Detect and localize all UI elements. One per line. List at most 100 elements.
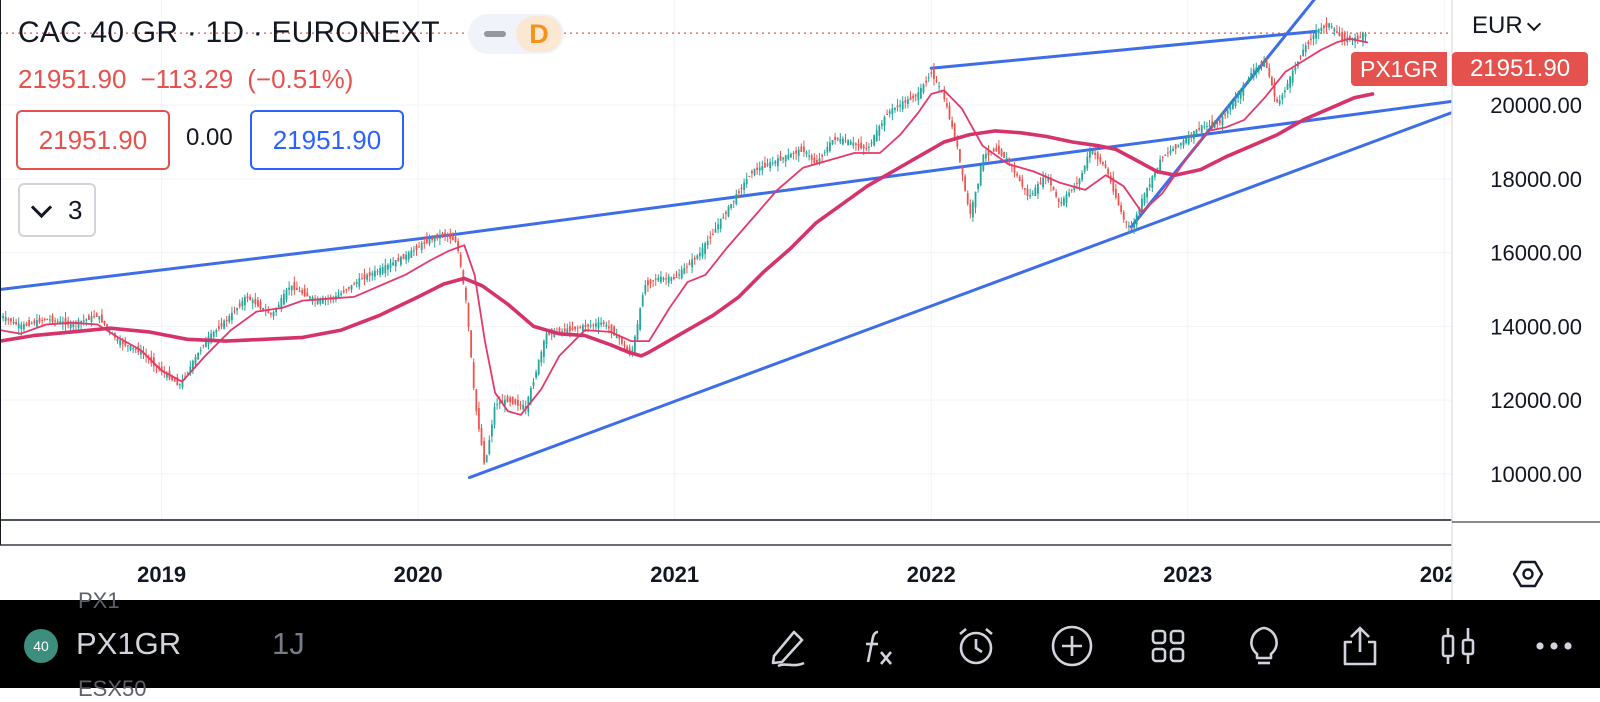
candle-body bbox=[639, 308, 642, 330]
candle-body bbox=[961, 166, 964, 175]
candle-body bbox=[1086, 156, 1089, 169]
symbol-title[interactable]: CAC 40 GR · 1D · EURONEXT bbox=[18, 16, 440, 49]
add-button[interactable] bbox=[1048, 622, 1096, 670]
candle-body bbox=[1039, 182, 1042, 185]
candle-body bbox=[779, 156, 782, 161]
currency-selector[interactable]: EUR bbox=[1472, 12, 1541, 40]
candle-body bbox=[875, 130, 878, 142]
candle-body bbox=[769, 162, 772, 169]
candle-body bbox=[1057, 199, 1060, 202]
candle-body bbox=[410, 250, 413, 258]
candle-body bbox=[1034, 187, 1037, 197]
share-button[interactable] bbox=[1336, 622, 1384, 670]
candle-body bbox=[1195, 129, 1198, 136]
layout-button[interactable] bbox=[1144, 622, 1192, 670]
candle-body bbox=[493, 406, 496, 425]
candle-body bbox=[1122, 211, 1125, 220]
candle-body bbox=[415, 245, 418, 250]
candle-body bbox=[1237, 96, 1240, 98]
candle-body bbox=[946, 103, 948, 107]
candle-body bbox=[59, 321, 62, 325]
chart-type-button[interactable] bbox=[1434, 622, 1482, 670]
candle-body bbox=[270, 313, 272, 315]
candle-body bbox=[693, 257, 696, 260]
symbol-name[interactable]: PX1GR bbox=[76, 626, 182, 661]
drawing-tool-button[interactable] bbox=[764, 622, 812, 670]
candle-body bbox=[899, 104, 902, 107]
ideas-button[interactable] bbox=[1240, 622, 1288, 670]
candle-body bbox=[262, 307, 265, 310]
candle-body bbox=[753, 168, 756, 176]
candle-body bbox=[2, 316, 5, 319]
candle-body bbox=[1135, 214, 1138, 225]
trendlines[interactable] bbox=[0, 0, 1452, 480]
candle-body bbox=[353, 283, 356, 285]
trendline[interactable] bbox=[0, 232, 459, 292]
candle-body bbox=[134, 348, 137, 350]
candle-body bbox=[943, 91, 946, 100]
candle-body bbox=[376, 271, 379, 273]
candle-body bbox=[597, 322, 600, 328]
candle-body bbox=[363, 273, 366, 279]
candle-body bbox=[665, 278, 668, 280]
candle-body bbox=[101, 314, 103, 323]
candle-body bbox=[1065, 194, 1068, 203]
candle-body bbox=[678, 274, 681, 276]
candle-body bbox=[124, 341, 127, 346]
candle-body bbox=[1310, 38, 1312, 41]
sell-button[interactable]: 21951.90 bbox=[16, 110, 170, 170]
candle-body bbox=[446, 234, 449, 237]
last-price-tag: 21951.90 bbox=[1452, 52, 1588, 86]
trendline[interactable] bbox=[929, 29, 1318, 70]
indicators-count: 3 bbox=[68, 195, 83, 225]
settings-hexagon-icon[interactable] bbox=[1512, 558, 1544, 590]
candle-body bbox=[215, 329, 218, 333]
candle-body bbox=[699, 252, 701, 257]
candle-body bbox=[25, 323, 28, 326]
candle-body bbox=[340, 293, 343, 296]
candle-body bbox=[1174, 144, 1177, 149]
candle-body bbox=[1258, 65, 1260, 69]
candle-body bbox=[1213, 123, 1216, 128]
candle-body bbox=[725, 211, 727, 214]
candle-body bbox=[904, 100, 907, 103]
candle-body bbox=[1206, 125, 1208, 127]
indicators-toggle[interactable]: 3 bbox=[18, 183, 96, 237]
chart-mode-pill[interactable]: D bbox=[468, 14, 564, 54]
candle-body bbox=[280, 297, 283, 309]
more-button[interactable] bbox=[1530, 622, 1578, 670]
symbol-badge[interactable]: 40 bbox=[24, 629, 58, 663]
candle-body bbox=[1016, 173, 1019, 176]
candle-body bbox=[985, 153, 987, 159]
candle-body bbox=[496, 404, 499, 406]
candle-body bbox=[384, 265, 387, 274]
alert-button[interactable] bbox=[952, 622, 1000, 670]
candle-body bbox=[129, 345, 132, 350]
candle-body bbox=[602, 321, 605, 324]
indicators-button[interactable] bbox=[854, 622, 902, 670]
candle-body bbox=[870, 142, 873, 144]
candle-body bbox=[647, 280, 649, 286]
candle-body bbox=[652, 280, 655, 282]
candle-body bbox=[127, 345, 129, 347]
candle-body bbox=[1320, 27, 1323, 32]
candle-body bbox=[1242, 84, 1245, 96]
candle-body bbox=[1203, 126, 1206, 128]
buy-button[interactable]: 21951.90 bbox=[250, 110, 404, 170]
trendline[interactable] bbox=[455, 99, 1452, 236]
candle-body bbox=[210, 333, 213, 343]
candle-body bbox=[225, 319, 228, 321]
chevron-down-icon bbox=[30, 196, 53, 219]
trendline[interactable] bbox=[467, 110, 1452, 480]
candle-body bbox=[1330, 25, 1333, 28]
candle-body bbox=[43, 318, 46, 321]
candle-body bbox=[480, 428, 483, 445]
candle-body bbox=[504, 399, 506, 406]
candle-body bbox=[1299, 56, 1302, 58]
candle-body bbox=[959, 149, 961, 162]
candle-body bbox=[244, 297, 246, 306]
candle-body bbox=[795, 150, 798, 154]
interval-button[interactable]: 1J bbox=[272, 626, 305, 661]
candle-body bbox=[730, 204, 733, 208]
